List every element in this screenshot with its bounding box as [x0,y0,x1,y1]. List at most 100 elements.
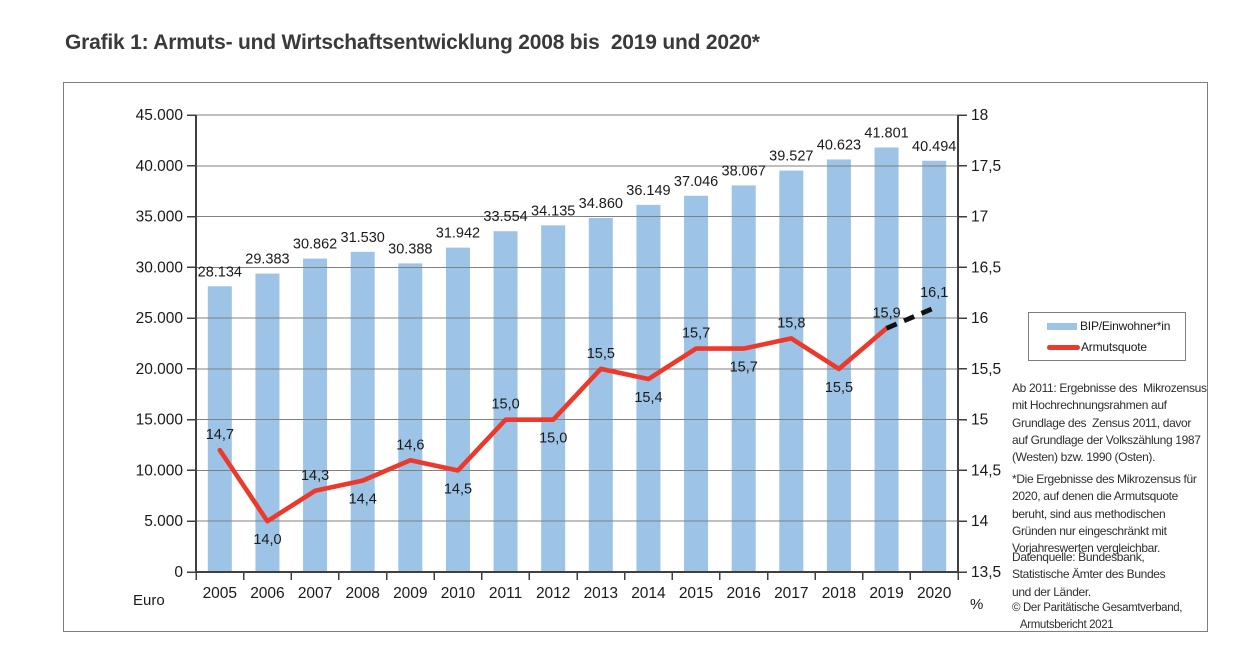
bar-value-label: 29.383 [245,252,289,268]
x-axis-year-label: 2011 [489,585,522,602]
bar-2010 [445,247,470,572]
bip-bar-swatch-icon [1047,322,1077,330]
chart-frame [63,82,1208,632]
left-axis-unit-label: Euro [133,592,165,609]
note-data-source: Datenquelle: Bundesbank, Statistische Äm… [1012,550,1166,599]
bar-value-label: 38.067 [722,163,766,179]
left-axis-tick-label: 25.000 [136,310,184,327]
x-axis-year-label: 2012 [536,585,570,602]
x-axis-year-label: 2020 [917,585,952,602]
right-axis-tick-label: 14 [971,513,989,530]
x-axis-year-label: 2005 [203,585,237,602]
right-axis-tick-label: 13,5 [971,564,1001,581]
bar-2017 [779,170,804,572]
chart-title: Grafik 1: Armuts- und Wirtschaftsentwick… [65,31,760,54]
bar-value-label: 36.149 [626,183,670,199]
x-axis-year-label: 2013 [584,585,618,602]
bar-2011 [493,231,518,573]
left-axis-tick-label: 0 [174,564,183,581]
line-value-label: 15,9 [872,305,900,321]
bar-2005 [207,286,232,572]
bar-2016 [731,185,756,573]
bar-value-label: 31.530 [341,230,385,246]
right-axis-tick-label: 17,5 [971,158,1001,175]
right-axis-tick-label: 16 [971,310,988,327]
right-axis-tick-label: 14,5 [971,462,1001,479]
bar-value-label: 40.494 [912,139,956,155]
bar-2015 [684,195,709,572]
line-value-label: 14,7 [206,427,234,443]
line-value-label: 15,7 [682,326,710,342]
line-value-label: 15,7 [730,360,758,376]
bar-value-label: 37.046 [674,174,718,190]
right-axis-tick-label: 15 [971,412,988,429]
armutsquote-line-swatch-icon [1047,344,1080,350]
x-axis-year-label: 2017 [774,585,808,602]
left-axis-tick-label: 15.000 [136,412,184,429]
legend-label-armutsquote: Armutsquote [1081,340,1147,354]
bar-value-label: 34.135 [531,203,575,219]
x-axis-year-label: 2015 [679,585,713,602]
line-value-label: 15,0 [539,431,567,447]
line-value-label: 15,5 [825,380,853,396]
bar-2014 [636,204,661,572]
legend-item-armutsquote: Armutsquote [1047,340,1185,354]
line-value-label: 15,4 [634,390,662,406]
line-value-label: 15,5 [587,346,615,362]
right-axis-tick-label: 16,5 [971,259,1001,276]
x-axis-year-label: 2016 [726,585,760,602]
chart-legend: BIP/Einwohner*in Armutsquote [1028,312,1186,361]
x-axis-year-label: 2008 [345,585,379,602]
left-axis-tick-label: 35.000 [136,209,184,226]
bar-value-label: 30.862 [293,237,337,253]
bar-value-label: 33.554 [483,209,527,225]
x-axis-year-label: 2019 [869,585,903,602]
right-axis-unit-label: % [970,596,984,613]
legend-item-bip: BIP/Einwohner*in [1047,319,1185,333]
x-axis-year-label: 2014 [631,585,666,602]
note-copyright: © Der Paritätische Gesamtverband, Armuts… [1012,602,1183,632]
line-value-label: 14,5 [444,481,472,497]
bar-2009 [398,263,423,572]
bar-value-label: 28.134 [198,264,242,280]
bar-value-label: 31.942 [436,226,480,242]
left-axis-tick-label: 30.000 [136,259,184,276]
line-value-label: 14,4 [349,492,377,508]
x-axis-year-label: 2007 [298,585,332,602]
bar-value-label: 41.801 [864,125,908,141]
line-value-label: 14,6 [396,437,424,453]
x-axis-year-label: 2018 [822,585,856,602]
line-value-label: 15,8 [777,315,805,331]
right-axis-tick-label: 17 [971,209,988,226]
left-axis-tick-label: 10.000 [136,462,184,479]
bar-value-label: 34.860 [579,196,623,212]
bar-2008 [350,251,375,572]
note-asterisk-2020: *Die Ergebnisse des Mikrozensus für 2020… [1012,472,1197,556]
armutsquote-line [217,325,889,524]
left-axis-tick-label: 5.000 [144,513,183,530]
bar-2012 [541,225,566,572]
legend-label-bip: BIP/Einwohner*in [1080,319,1171,333]
x-axis-year-label: 2010 [441,585,476,602]
bar-value-label: 39.527 [769,149,813,165]
bar-value-label: 40.623 [817,137,861,153]
bar-value-label: 30.388 [388,241,432,257]
line-value-label: 14,3 [301,468,329,484]
line-value-label: 15,0 [491,397,519,413]
right-axis-tick-label: 18 [971,107,988,124]
x-axis-year-label: 2006 [250,585,284,602]
left-axis-tick-label: 20.000 [136,361,184,378]
left-axis-tick-label: 45.000 [136,107,184,124]
x-axis-year-label: 2009 [393,585,427,602]
line-value-label: 14,0 [253,532,281,548]
line-value-label: 16,1 [920,285,948,301]
left-axis-tick-label: 40.000 [136,158,184,175]
bar-2019 [874,147,899,573]
bar-2007 [303,258,328,572]
bar-2020 [922,160,947,573]
note-mikrozensus: Ab 2011: Ergebnisse des Mikrozensus mit … [1012,381,1207,465]
armutsquote-dashed-segment [885,305,936,331]
bar-2013 [588,217,613,572]
